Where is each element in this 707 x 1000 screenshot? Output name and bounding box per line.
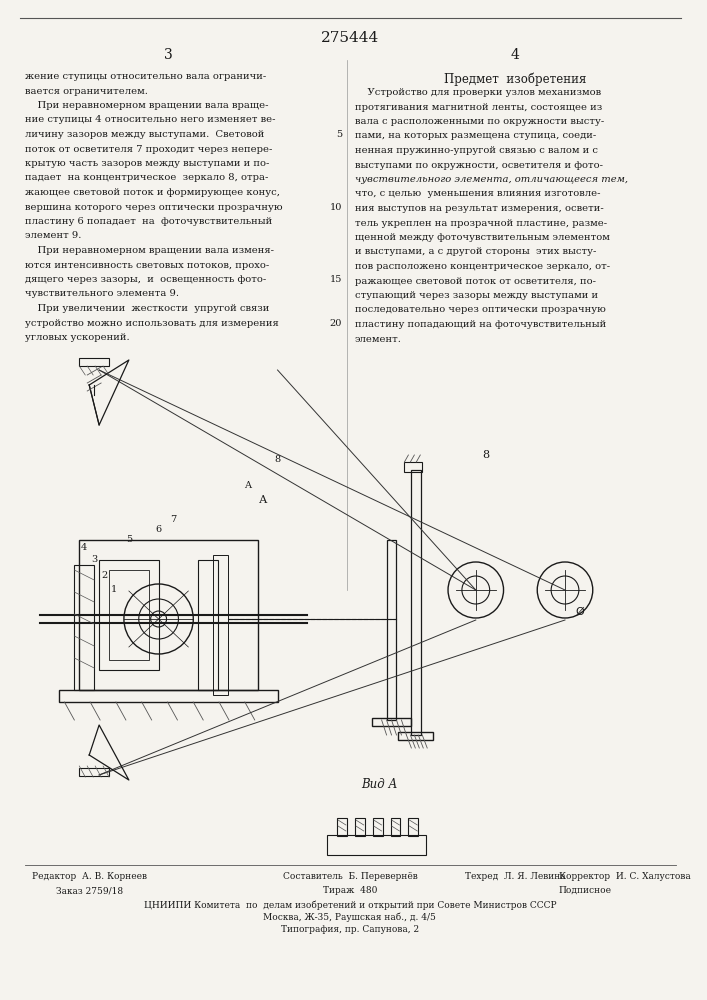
Text: пластину 6 попадает  на  фоточувствительный: пластину 6 попадает на фоточувствительны… bbox=[25, 217, 272, 226]
Text: При неравномерном вращении вала враще-: При неравномерном вращении вала враще- bbox=[25, 101, 268, 110]
Text: 7: 7 bbox=[170, 516, 177, 524]
Text: Предмет  изобретения: Предмет изобретения bbox=[444, 72, 587, 86]
Text: личину зазоров между выступами.  Световой: личину зазоров между выступами. Световой bbox=[25, 130, 264, 139]
Text: А: А bbox=[259, 495, 267, 505]
Text: 6: 6 bbox=[156, 526, 162, 534]
Text: чувствительного элемента, отличающееся тем,: чувствительного элемента, отличающееся т… bbox=[355, 175, 628, 184]
Text: 15: 15 bbox=[329, 275, 342, 284]
Text: поток от осветителя 7 проходит через непере-: поток от осветителя 7 проходит через неп… bbox=[25, 144, 272, 153]
Bar bbox=[79, 358, 109, 366]
Text: Редактор  А. В. Корнеев: Редактор А. В. Корнеев bbox=[32, 872, 147, 881]
Text: Типография, пр. Сапунова, 2: Типография, пр. Сапунова, 2 bbox=[281, 925, 419, 934]
Text: вала с расположенными по окружности высту-: вала с расположенными по окружности выст… bbox=[355, 117, 604, 126]
Text: ния выступов на результат измерения, освети-: ния выступов на результат измерения, осв… bbox=[355, 204, 604, 213]
Bar bbox=[59, 690, 278, 702]
Text: 5: 5 bbox=[126, 536, 132, 544]
Bar bbox=[327, 835, 426, 855]
Text: пластину попадающий на фоточувствительный: пластину попадающий на фоточувствительны… bbox=[355, 320, 606, 329]
Text: дящего через зазоры,  и  освещенность фото-: дящего через зазоры, и освещенность фото… bbox=[25, 275, 266, 284]
Text: ние ступицы 4 относительно него изменяет ве-: ние ступицы 4 относительно него изменяет… bbox=[25, 115, 275, 124]
Text: элемент.: элемент. bbox=[355, 334, 402, 344]
Text: тель укреплен на прозрачной пластине, разме-: тель укреплен на прозрачной пластине, ра… bbox=[355, 219, 607, 228]
Bar bbox=[372, 718, 411, 726]
Bar bbox=[411, 470, 421, 735]
Bar bbox=[409, 818, 419, 836]
Text: последовательно через оптически прозрачную: последовательно через оптически прозрачн… bbox=[355, 306, 606, 314]
Bar bbox=[373, 818, 382, 836]
Text: A: A bbox=[245, 481, 251, 489]
Text: ЦНИИПИ Комитета  по  делам изобретений и открытий при Совете Министров СССР: ЦНИИПИ Комитета по делам изобретений и о… bbox=[144, 900, 556, 910]
Text: Техред  Л. Я. Левина: Техред Л. Я. Левина bbox=[465, 872, 566, 881]
Text: крытую часть зазоров между выступами и по-: крытую часть зазоров между выступами и п… bbox=[25, 159, 269, 168]
Bar bbox=[390, 818, 400, 836]
Text: 1: 1 bbox=[111, 585, 117, 594]
Text: Устройство для проверки узлов механизмов: Устройство для проверки узлов механизмов bbox=[355, 88, 601, 97]
Text: ются интенсивность световых потоков, прохо-: ются интенсивность световых потоков, про… bbox=[25, 260, 269, 269]
Bar bbox=[109, 570, 148, 660]
Text: ступающий через зазоры между выступами и: ступающий через зазоры между выступами и bbox=[355, 291, 598, 300]
Text: Ø: Ø bbox=[575, 607, 584, 617]
Text: пов расположено концентрическое зеркало, от-: пов расположено концентрическое зеркало,… bbox=[355, 262, 610, 271]
Text: чувствительного элемента 9.: чувствительного элемента 9. bbox=[25, 290, 179, 298]
Text: ражающее световой поток от осветителя, по-: ражающее световой поток от осветителя, п… bbox=[355, 276, 596, 286]
Text: 275444: 275444 bbox=[321, 31, 379, 45]
Bar bbox=[74, 565, 94, 690]
Bar bbox=[387, 540, 397, 720]
Text: Вид А: Вид А bbox=[361, 778, 398, 792]
Text: Подписное: Подписное bbox=[559, 886, 612, 895]
Text: При неравномерном вращении вала изменя-: При неравномерном вращении вала изменя- bbox=[25, 246, 274, 255]
Text: жающее световой поток и формирующее конус,: жающее световой поток и формирующее кону… bbox=[25, 188, 280, 197]
Bar bbox=[99, 560, 158, 670]
Text: что, с целью  уменьшения влияния изготовле-: что, с целью уменьшения влияния изготовл… bbox=[355, 190, 600, 198]
Text: 5: 5 bbox=[336, 130, 342, 139]
Bar bbox=[79, 540, 258, 690]
Text: При увеличении  жесткости  упругой связи: При увеличении жесткости упругой связи bbox=[25, 304, 269, 313]
Bar bbox=[213, 555, 228, 695]
Text: жение ступицы относительно вала ограничи-: жение ступицы относительно вала ограничи… bbox=[25, 72, 266, 81]
Text: и выступами, а с другой стороны  этих высту-: и выступами, а с другой стороны этих выс… bbox=[355, 247, 596, 256]
Text: 8: 8 bbox=[482, 450, 489, 460]
Text: устройство можно использовать для измерения: устройство можно использовать для измере… bbox=[25, 318, 279, 328]
Text: протягивания магнитной ленты, состоящее из: протягивания магнитной ленты, состоящее … bbox=[355, 103, 602, 111]
Bar bbox=[79, 768, 109, 776]
Text: выступами по окружности, осветителя и фото-: выступами по окружности, осветителя и фо… bbox=[355, 160, 603, 169]
Text: пами, на которых размещена ступица, соеди-: пами, на которых размещена ступица, соед… bbox=[355, 131, 596, 140]
Text: Тираж  480: Тираж 480 bbox=[322, 886, 377, 895]
Bar bbox=[198, 560, 218, 690]
Text: 8: 8 bbox=[274, 456, 281, 464]
Text: вершина которого через оптически прозрачную: вершина которого через оптически прозрач… bbox=[25, 202, 282, 212]
Text: ненная пружинно-упругой связью с валом и с: ненная пружинно-упругой связью с валом и… bbox=[355, 146, 598, 155]
Text: 3: 3 bbox=[91, 556, 98, 564]
Text: Корректор  И. С. Халустова: Корректор И. С. Халустова bbox=[559, 872, 690, 881]
Text: 4: 4 bbox=[511, 48, 520, 62]
Bar bbox=[399, 732, 433, 740]
Text: Заказ 2759/18: Заказ 2759/18 bbox=[56, 886, 123, 895]
Text: вается ограничителем.: вается ограничителем. bbox=[25, 87, 148, 96]
Text: падает  на концентрическое  зеркало 8, отра-: падает на концентрическое зеркало 8, отр… bbox=[25, 174, 268, 182]
Text: 20: 20 bbox=[329, 318, 342, 328]
Text: щенной между фоточувствительным элементом: щенной между фоточувствительным элементо… bbox=[355, 233, 609, 242]
Text: 10: 10 bbox=[329, 202, 342, 212]
Text: Составитель  Б. Перевернёв: Составитель Б. Перевернёв bbox=[283, 872, 417, 881]
Text: 4: 4 bbox=[81, 544, 88, 552]
Text: угловых ускорений.: угловых ускорений. bbox=[25, 333, 129, 342]
Bar bbox=[404, 462, 422, 472]
Bar bbox=[355, 818, 365, 836]
Bar bbox=[337, 818, 347, 836]
Text: элемент 9.: элемент 9. bbox=[25, 232, 81, 240]
Text: Москва, Ж-35, Раушская наб., д. 4/5: Москва, Ж-35, Раушская наб., д. 4/5 bbox=[264, 912, 436, 922]
Text: 2: 2 bbox=[101, 570, 107, 580]
Text: 3: 3 bbox=[164, 48, 173, 62]
